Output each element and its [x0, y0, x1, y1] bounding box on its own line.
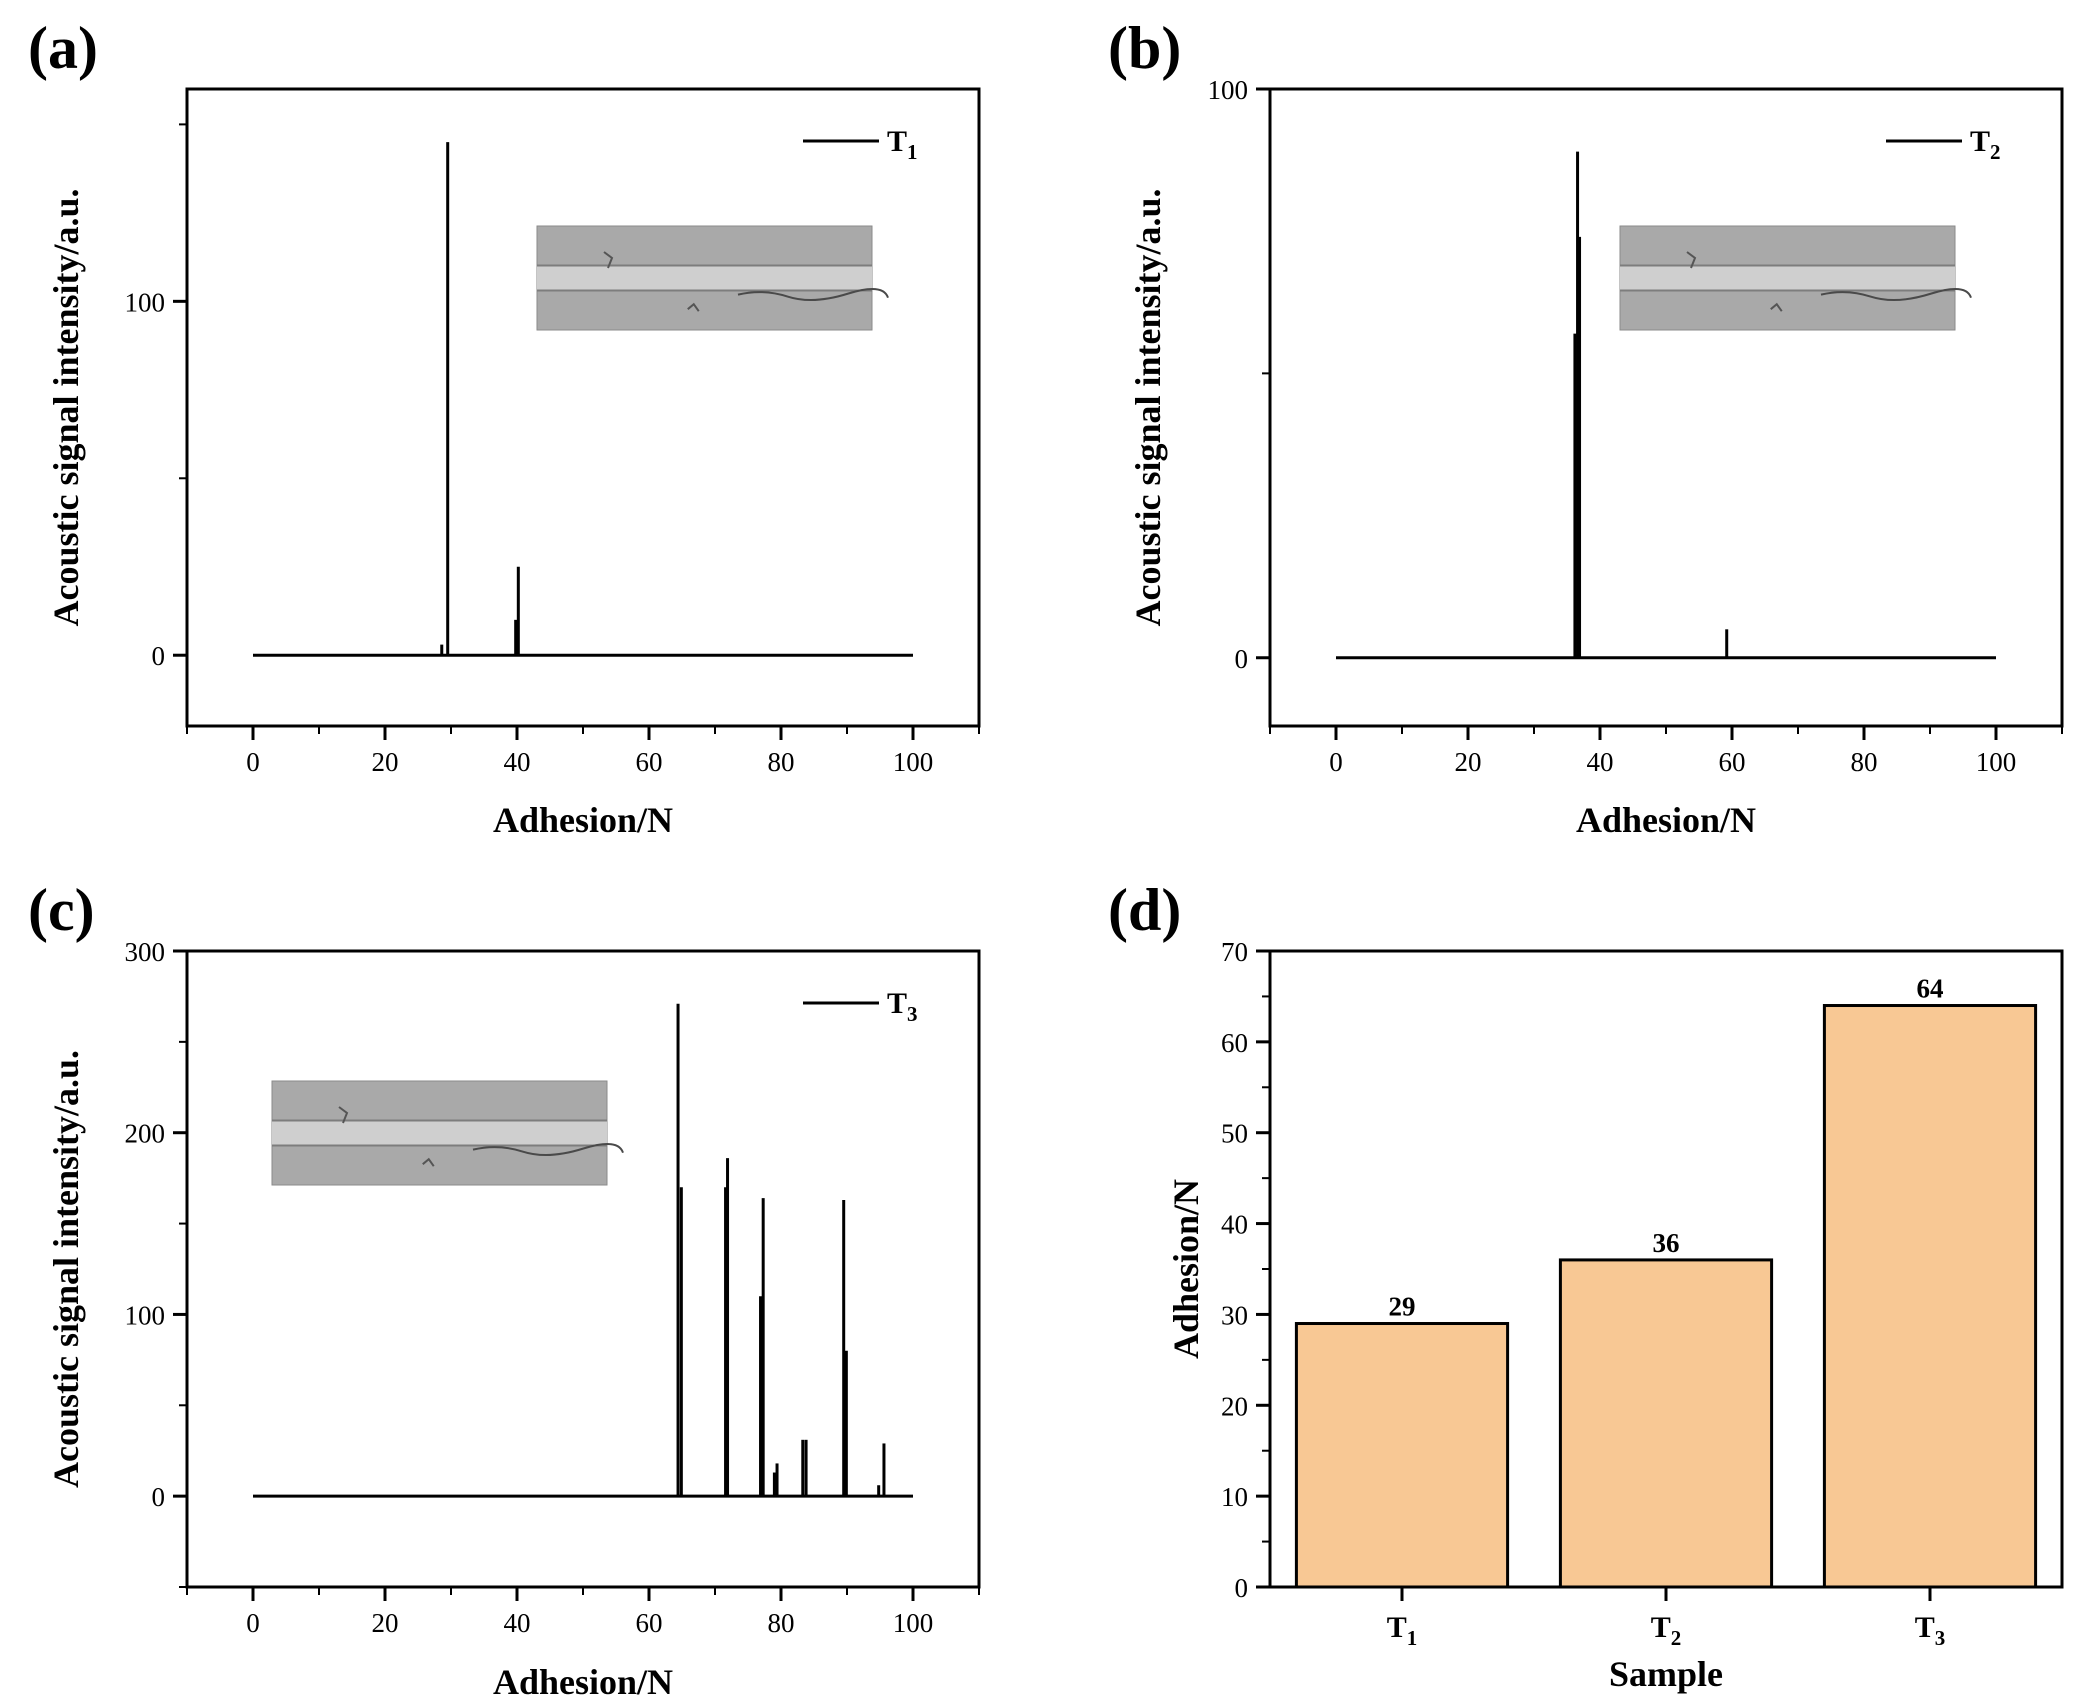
legend-label-main: T	[1970, 125, 1990, 158]
x-tick-label: 40	[1587, 747, 1614, 777]
inset-crack	[472, 1143, 624, 1156]
x-tick-label: 0	[246, 1608, 260, 1638]
x-axis-title: Adhesion/N	[493, 800, 673, 840]
inset-crack	[737, 288, 889, 301]
y-tick-label: 100	[125, 287, 166, 317]
x-axis-title: Adhesion/N	[493, 1662, 673, 1702]
x-tick-label: 60	[636, 747, 663, 777]
line-plot-frame	[185, 949, 981, 1589]
x-category-label: T3	[1915, 1611, 1946, 1650]
inset-scratch-track	[272, 1120, 607, 1146]
bar	[1294, 1322, 1510, 1589]
legend-label-main: T	[887, 125, 907, 158]
x-axis-title: Sample	[1609, 1654, 1723, 1694]
legend-label-subscript: 1	[907, 140, 918, 164]
x-category-label: T1	[1387, 1611, 1418, 1650]
y-tick-label: 10	[1221, 1482, 1248, 1512]
y-axis-title: Acoustic signal intensity/a.u.	[46, 188, 86, 626]
y-tick-label: 300	[125, 937, 166, 967]
inset-scratch-track	[1620, 265, 1955, 291]
x-tick-label: 60	[636, 1608, 663, 1638]
legend-label-main: T	[887, 987, 907, 1020]
y-tick-label: 0	[1235, 1573, 1249, 1603]
series-line	[253, 1003, 913, 1498]
x-tick-label: 40	[504, 1608, 531, 1638]
y-tick-label: 30	[1221, 1300, 1248, 1330]
panel-a-chart: (a) 0 20 40 60 80 100 0 100 Adhesion/N Acoustic si…	[28, 15, 981, 840]
bar-data-label: 64	[1917, 974, 1944, 1004]
panel-label: (d)	[1108, 877, 1181, 943]
inset-scratch-track	[537, 265, 872, 291]
x-tick-label: 100	[893, 747, 934, 777]
inset-micrograph	[1619, 225, 1972, 331]
panel-label: (a)	[28, 15, 98, 81]
y-tick-label: 0	[152, 1482, 166, 1512]
x-tick-label: 100	[1976, 747, 2017, 777]
x-tick-label: 20	[372, 1608, 399, 1638]
inset-defects	[1686, 251, 1783, 312]
y-tick-label: 0	[152, 641, 166, 671]
y-tick-label: 60	[1221, 1028, 1248, 1058]
y-tick-label: 20	[1221, 1391, 1248, 1421]
legend-label-subscript: 3	[907, 1002, 918, 1026]
inset-micrograph	[536, 225, 889, 331]
x-category-label-subscript: 3	[1935, 1626, 1946, 1650]
legend-label-subscript: 2	[1990, 140, 2001, 164]
inset-micrograph	[271, 1080, 624, 1186]
x-axis-title: Adhesion/N	[1576, 800, 1756, 840]
y-tick-label: 50	[1221, 1119, 1248, 1149]
x-category-label-subscript: 2	[1671, 1626, 1682, 1650]
y-tick-label: 100	[1208, 75, 1249, 105]
x-category-label-main: T	[1651, 1611, 1671, 1644]
legend-label: T1	[887, 125, 918, 164]
panel-b-chart: (b) 0 20 40 60 80 100 0 100 Adhesion/N Acoustic si…	[1108, 15, 2064, 840]
y-axis-title: Acoustic signal intensity/a.u.	[1128, 188, 1168, 626]
x-tick-label: 60	[1719, 747, 1746, 777]
x-tick-label: 80	[768, 747, 795, 777]
series-line	[253, 142, 913, 657]
legend-label: T3	[887, 987, 918, 1026]
y-tick-label: 100	[125, 1300, 166, 1330]
x-category-label-subscript: 1	[1407, 1626, 1418, 1650]
bar	[1822, 1004, 2038, 1589]
x-category-label-main: T	[1915, 1611, 1935, 1644]
bar-data-label: 29	[1389, 1292, 1416, 1322]
x-tick-label: 20	[372, 747, 399, 777]
panel-label: (c)	[28, 877, 95, 943]
panel-d-chart: (d)29T136T264T3010203040506070SampleAdhe…	[1108, 877, 2064, 1694]
x-category-label-main: T	[1387, 1611, 1407, 1644]
x-tick-label: 20	[1455, 747, 1482, 777]
inset-defects	[603, 251, 700, 312]
inset-crack	[1820, 288, 1972, 301]
x-tick-label: 0	[1329, 747, 1343, 777]
x-tick-label: 40	[504, 747, 531, 777]
panel-label: (b)	[1108, 15, 1181, 81]
y-tick-label: 70	[1221, 937, 1248, 967]
bar	[1558, 1258, 1774, 1589]
y-tick-label: 40	[1221, 1210, 1248, 1240]
x-category-label: T2	[1651, 1611, 1682, 1650]
series-line	[1336, 151, 1996, 660]
inset-defects	[338, 1106, 435, 1167]
y-axis-title: Acoustic signal intensity/a.u.	[46, 1050, 86, 1488]
line-plot-frame	[1268, 87, 2064, 728]
x-tick-label: 0	[246, 747, 260, 777]
y-axis-title: Adhesion/N	[1166, 1179, 1206, 1359]
legend-label: T2	[1970, 125, 2001, 164]
x-tick-label: 80	[1851, 747, 1878, 777]
y-tick-label: 200	[125, 1119, 166, 1149]
x-tick-label: 80	[768, 1608, 795, 1638]
x-tick-label: 100	[893, 1608, 934, 1638]
y-tick-label: 0	[1235, 644, 1249, 674]
bar-data-label: 36	[1653, 1228, 1680, 1258]
line-plot-frame	[185, 87, 981, 728]
panel-c-chart: (c) 0 20 40 60 80 100 0 100 200 300 Adhesion/N Acous…	[28, 877, 981, 1702]
